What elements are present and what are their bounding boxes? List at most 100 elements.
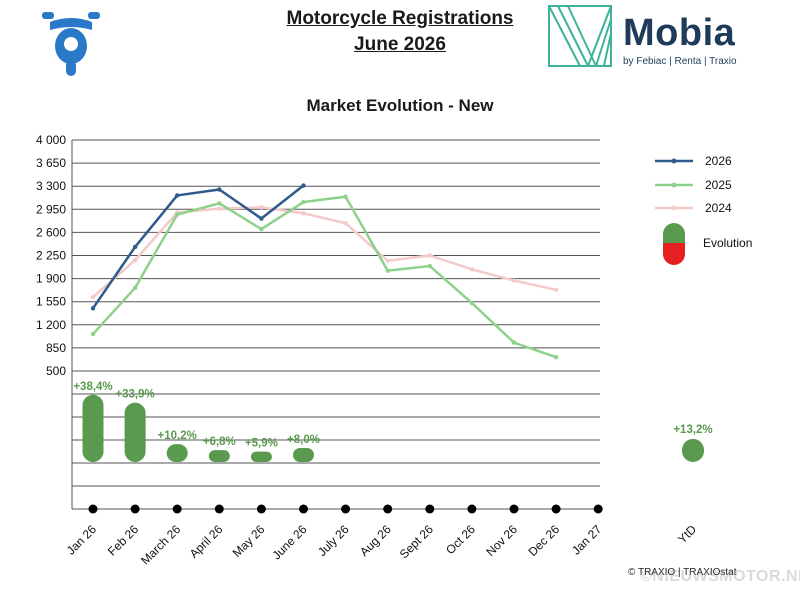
category-dot: [172, 504, 182, 514]
y-tick-label: 500: [46, 364, 66, 378]
legend-marker-2024: [671, 205, 677, 211]
series-line-2025: [92, 195, 557, 359]
y-tick-label: 1 200: [36, 318, 66, 332]
data-point-2025: [385, 268, 390, 273]
y-tick-label: 2 950: [36, 202, 66, 216]
data-point-2025: [301, 199, 306, 205]
x-tick-label: Jan 26: [64, 522, 100, 558]
evolution-label: +8,0%: [287, 434, 320, 446]
x-tick-label: Oct 26: [443, 522, 478, 557]
data-point-2025: [469, 300, 475, 306]
y-tick-label: 1 900: [36, 272, 66, 286]
y-tick-label: 850: [46, 341, 66, 355]
category-dot: [551, 504, 561, 514]
evolution-bar: [82, 394, 104, 462]
category-dot: [383, 504, 393, 514]
data-point-2026: [301, 183, 306, 188]
title-line-1: Motorcycle Registrations: [286, 8, 514, 29]
data-point-2024: [301, 211, 306, 216]
category-dot: [593, 504, 603, 514]
category-dot: [299, 504, 308, 514]
logo-text: Mobia: [623, 12, 736, 54]
category-dot: [130, 504, 140, 514]
x-tick-label: Dec 26: [525, 522, 562, 559]
motorcycle-icon: [42, 12, 100, 76]
legend-marker-2026: [671, 158, 677, 164]
evolution-label: +5,9%: [245, 438, 278, 450]
y-tick-label: 4 000: [36, 133, 66, 147]
chart-subtitle: Market Evolution - New: [306, 96, 494, 115]
title-line-2: June 2026: [354, 34, 446, 55]
series-line-2024: [92, 206, 557, 299]
logo-subtext: by Febiac | Renta | Traxio: [623, 56, 737, 67]
data-point-2024: [427, 253, 432, 258]
category-dot: [425, 504, 435, 514]
x-tick-label: Jan 27: [569, 522, 605, 558]
legend-label-2024: 2024: [705, 201, 732, 215]
data-point-2025: [132, 285, 138, 291]
mobia-logo-icon: [548, 5, 612, 67]
data-point-2025: [259, 226, 264, 232]
data-point-2024: [343, 220, 348, 226]
y-tick-label: 1 550: [36, 295, 66, 309]
data-point-2025: [90, 331, 96, 337]
category-dot: [509, 504, 519, 514]
data-point-2025: [511, 340, 517, 345]
x-tick-label: April 26: [187, 522, 226, 561]
page-title: Motorcycle Registrations June 2026: [0, 6, 800, 58]
x-tick-label: June 26: [270, 522, 310, 562]
data-point-2024: [511, 278, 517, 283]
series-line-2026: [91, 184, 305, 310]
legend-label-2025: 2025: [705, 178, 732, 192]
data-point-2024: [217, 206, 222, 211]
ytd-label: +13,2%: [673, 424, 712, 436]
data-point-2024: [385, 258, 390, 263]
evolution-bar: [124, 402, 146, 462]
data-point-2025: [343, 194, 348, 199]
data-point-2026: [175, 193, 180, 198]
evolution-bar: [208, 450, 230, 462]
source-credit: © TRAXIO | TRAXIOstat: [628, 567, 737, 578]
evolution-label: +38,4%: [73, 381, 112, 393]
x-tick-label: Aug 26: [357, 522, 394, 559]
legend-evolution-green: [663, 223, 685, 243]
legend-evolution-red: [663, 243, 685, 265]
evolution-label: +6,8%: [203, 436, 236, 448]
category-dot: [467, 504, 477, 514]
category-dot: [341, 504, 351, 514]
watermark: ©NIEUWSMOTOR.NL: [640, 568, 800, 585]
evolution-label: +10,2%: [158, 430, 197, 442]
data-point-2026: [217, 187, 222, 192]
evolution-bar: [250, 451, 272, 462]
category-dot: [214, 504, 224, 514]
evolution-label: +33,9%: [115, 389, 154, 401]
x-tick-label: Sept 26: [397, 522, 436, 561]
data-point-2025: [427, 263, 432, 269]
data-point-2024: [90, 294, 96, 300]
y-tick-label: 2 600: [36, 225, 66, 239]
data-point-2025: [175, 212, 180, 217]
category-dot: [88, 504, 98, 514]
y-tick-label: 3 650: [36, 156, 66, 170]
data-point-2026: [132, 244, 138, 250]
data-point-2026: [259, 216, 264, 221]
ytd-bar: [682, 438, 704, 462]
x-tick-label: Nov 26: [483, 522, 520, 559]
data-point-2024: [259, 205, 264, 210]
category-dot: [256, 504, 266, 514]
x-tick-label: March 26: [138, 522, 184, 568]
legend-marker-2025: [671, 182, 677, 188]
data-point-2024: [553, 287, 559, 293]
x-tick-label: May 26: [230, 522, 268, 560]
legend-label-2026: 2026: [705, 154, 732, 168]
data-point-2025: [217, 201, 222, 206]
data-point-2024: [469, 267, 475, 272]
y-tick-label: 2 250: [36, 249, 66, 263]
x-tick-label: Feb 26: [105, 522, 142, 559]
data-point-2025: [553, 354, 559, 360]
evolution-bar: [166, 444, 188, 462]
x-tick-label: July 26: [315, 522, 352, 559]
evolution-bar: [293, 448, 314, 462]
data-point-2024: [132, 257, 138, 263]
